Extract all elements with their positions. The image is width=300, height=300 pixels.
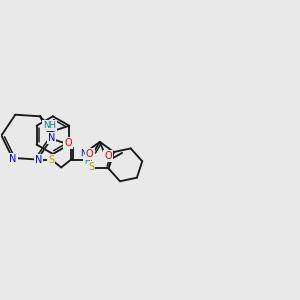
Text: O: O — [104, 151, 112, 161]
Text: S: S — [48, 154, 54, 164]
Text: O: O — [86, 149, 94, 159]
Text: O: O — [64, 138, 72, 148]
Text: N: N — [9, 154, 17, 164]
Text: N: N — [35, 154, 42, 164]
Text: N: N — [80, 149, 86, 158]
Text: N: N — [48, 133, 56, 143]
Text: H: H — [84, 157, 90, 166]
Text: NH: NH — [43, 121, 56, 130]
Text: S: S — [88, 162, 94, 172]
